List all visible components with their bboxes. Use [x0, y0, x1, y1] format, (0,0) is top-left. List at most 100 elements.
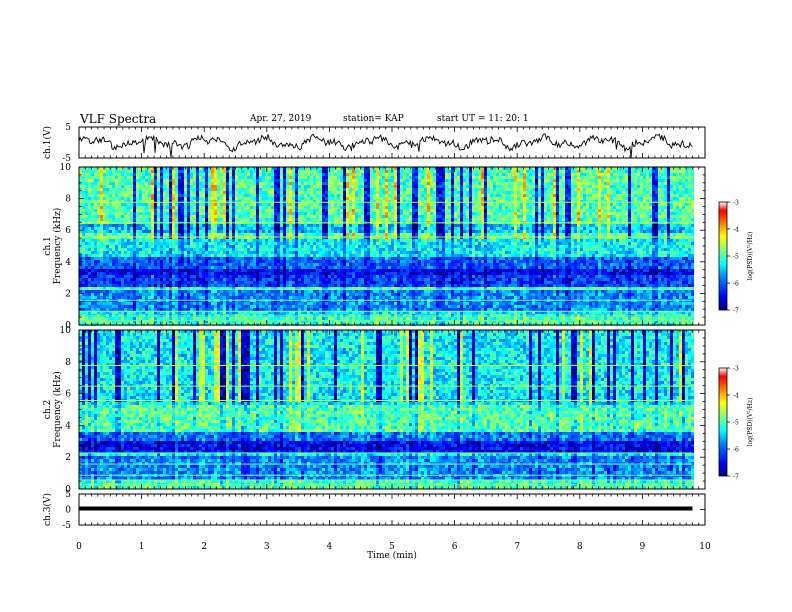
spectrogram-cell — [442, 224, 445, 227]
spectrogram-cell — [151, 194, 154, 197]
spectrogram-cell — [340, 170, 343, 173]
spectrogram-cell — [145, 230, 148, 233]
spectrogram-cell — [316, 203, 319, 206]
spectrogram-cell — [406, 194, 409, 197]
spectrogram-cell — [202, 203, 205, 206]
spectrogram-cell — [682, 185, 685, 188]
spectrogram-cell — [454, 212, 457, 215]
spectrogram-cell — [409, 191, 412, 194]
spectrogram-cell — [97, 206, 100, 209]
spectrogram-cell — [271, 209, 274, 212]
spectrogram-cell — [139, 176, 142, 179]
spectrogram-cell — [340, 197, 343, 200]
spectrogram-cell — [265, 206, 268, 209]
spectrogram-cell — [568, 185, 571, 188]
spectrogram-cell — [547, 224, 550, 227]
spectrogram-cell — [304, 230, 307, 233]
spectrogram-cell — [532, 209, 535, 212]
spectrogram-cell — [460, 203, 463, 206]
spectrogram-cell — [274, 218, 277, 221]
spectrogram-cell — [628, 212, 631, 215]
spectrogram-cell — [220, 173, 223, 176]
spectrogram-cell — [439, 176, 442, 179]
spectrogram-cell — [250, 185, 253, 188]
spectrogram-cell — [529, 227, 532, 230]
spectrogram-cell — [568, 230, 571, 233]
spectrogram-cell — [208, 185, 211, 188]
spectrogram-cell — [232, 173, 235, 176]
spectrogram-cell — [454, 173, 457, 176]
spectrogram-cell — [661, 206, 664, 209]
spectrogram-cell — [352, 233, 355, 236]
spectrogram-cell — [214, 218, 217, 221]
spectrogram-cell — [232, 239, 235, 242]
spectrogram-cell — [436, 176, 439, 179]
spectrogram-cell — [340, 191, 343, 194]
spectrogram-cell — [610, 194, 613, 197]
spectrogram-cell — [409, 194, 412, 197]
spectrogram-cell — [523, 203, 526, 206]
spectrogram-cell — [553, 218, 556, 221]
spectrogram-cell — [553, 188, 556, 191]
spectrogram-cell — [682, 197, 685, 200]
spectrogram-cell — [259, 173, 262, 176]
spectrogram-cell — [193, 176, 196, 179]
spectrogram-cell — [586, 185, 589, 188]
spectrogram-cell — [127, 197, 130, 200]
spectrogram-cell — [145, 179, 148, 182]
spectrogram-cell — [652, 212, 655, 215]
spectrogram-cell — [178, 188, 181, 191]
spectrogram-cell — [178, 173, 181, 176]
spectrogram-cell — [205, 176, 208, 179]
spectrogram-cell — [472, 218, 475, 221]
spectrogram-cell — [241, 182, 244, 185]
spectrogram-cell — [151, 176, 154, 179]
spectrogram-cell — [163, 176, 166, 179]
spectrogram-cell — [115, 212, 118, 215]
spectrogram-cell — [370, 227, 373, 230]
spectrogram-cell — [226, 194, 229, 197]
spectrogram-cell — [550, 212, 553, 215]
spectrogram-cell — [664, 218, 667, 221]
spectrogram-cell — [382, 176, 385, 179]
spectrogram-cell — [274, 239, 277, 242]
spectrogram-cell — [553, 194, 556, 197]
spectrogram-cell — [256, 212, 259, 215]
spectrogram-cell — [442, 203, 445, 206]
spectrogram-cell — [607, 212, 610, 215]
spectrogram-cell — [112, 215, 115, 218]
spectrogram-cell — [628, 218, 631, 221]
spectrogram-cell — [283, 173, 286, 176]
spectrogram-cell — [643, 170, 646, 173]
spectrogram-cell — [394, 218, 397, 221]
spectrogram-cell — [148, 170, 151, 173]
spectrogram-cell — [547, 233, 550, 236]
spectrogram-cell — [181, 176, 184, 179]
spectrogram-cell — [616, 212, 619, 215]
spectrogram-cell — [190, 233, 193, 236]
spectrogram-cell — [421, 173, 424, 176]
spectrogram-cell — [208, 176, 211, 179]
spectrogram-cell — [319, 188, 322, 191]
spectrogram-cell — [202, 197, 205, 200]
spectrogram-cell — [418, 227, 421, 230]
spectrogram-cell — [550, 188, 553, 191]
spectrogram-cell — [400, 212, 403, 215]
spectrogram-cell — [244, 230, 247, 233]
spectrogram-cell — [214, 233, 217, 236]
spectrogram-cell — [535, 218, 538, 221]
spectrogram-cell — [349, 227, 352, 230]
spectrogram-cell — [385, 227, 388, 230]
spectrogram-cell — [664, 188, 667, 191]
spectrogram-cell — [652, 179, 655, 182]
spectrogram-cell — [319, 173, 322, 176]
spectrogram-cell — [274, 209, 277, 212]
spectrogram-cell — [385, 173, 388, 176]
spectrogram-cell — [676, 233, 679, 236]
spectrogram-cell — [652, 170, 655, 173]
spectrogram-cell — [394, 188, 397, 191]
spectrogram-cell — [181, 206, 184, 209]
spectrogram-cell — [334, 209, 337, 212]
spectrogram-cell — [577, 206, 580, 209]
spectrogram-cell — [115, 209, 118, 212]
